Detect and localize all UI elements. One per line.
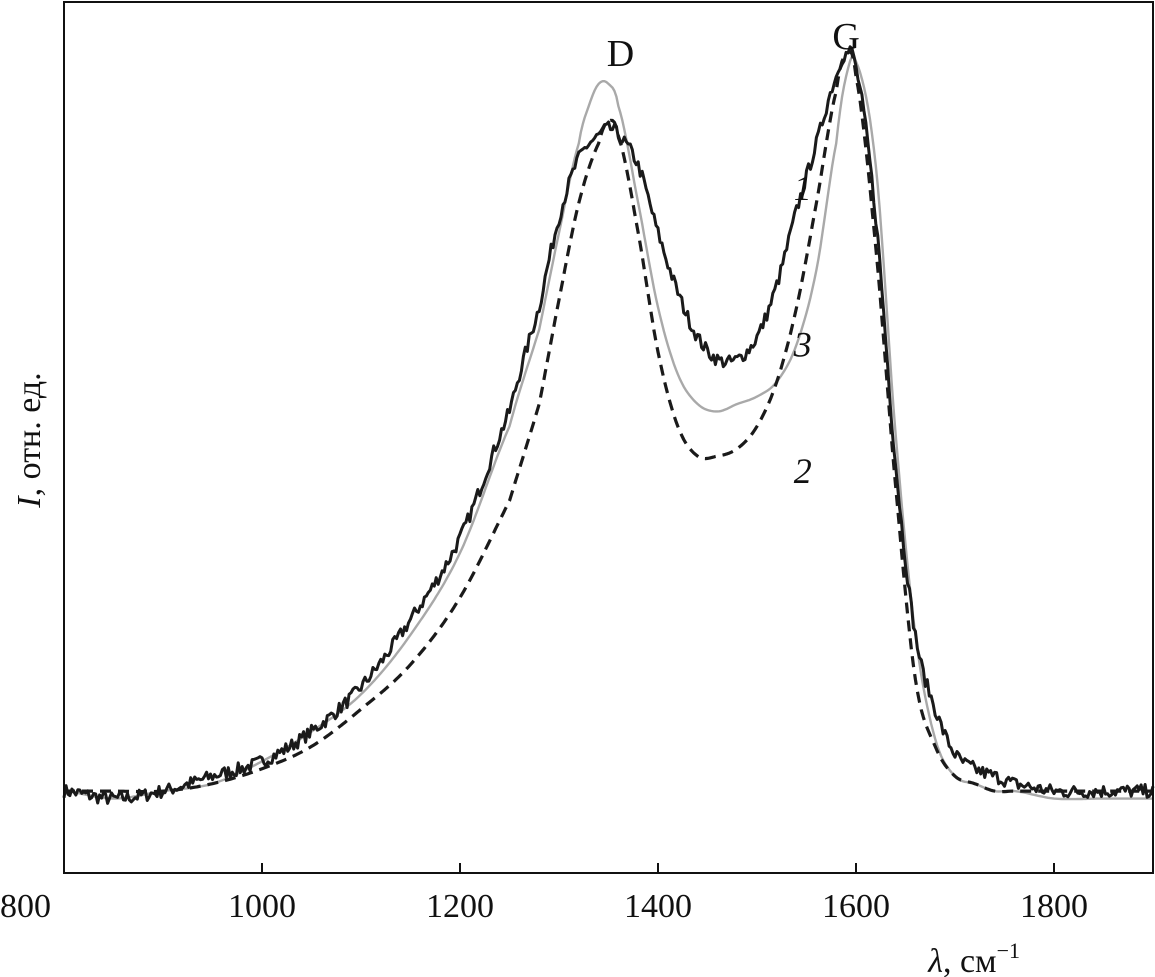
peak-label-G: G	[832, 16, 859, 58]
x-tick-label: 1400	[624, 888, 692, 925]
x-tick-label: 1200	[426, 888, 494, 925]
x-tick-label: 1600	[822, 888, 890, 925]
series-line-1	[62, 45, 1155, 805]
x-axis-label: λ, см−1	[927, 938, 1020, 977]
y-axis-label: I, отн. ед.	[11, 372, 48, 508]
x-axis-unit: , см	[943, 943, 997, 977]
x-tick-label: 800	[0, 888, 51, 925]
x-tick-label: 1000	[228, 888, 296, 925]
x-tick-label: 1800	[1020, 888, 1088, 925]
series-line-3	[63, 54, 1153, 801]
series-line-2	[64, 49, 1153, 794]
x-axis-ticks: 800 1000 1200 1400 1600 1800	[0, 863, 1088, 925]
annotations: D G 1 3 2	[607, 16, 860, 491]
x-axis-symbol: λ	[927, 943, 943, 977]
y-axis-unit: , отн. ед.	[11, 372, 48, 496]
plot-frame	[63, 1, 1154, 874]
x-axis-unit-superscript: −1	[997, 938, 1020, 963]
curve-label-2: 2	[794, 451, 812, 491]
y-axis-symbol: I	[11, 495, 48, 509]
plot-lines	[62, 45, 1155, 805]
curve-label-1: 1	[794, 168, 812, 208]
curve-label-3: 3	[793, 324, 812, 364]
peak-label-D: D	[607, 33, 634, 75]
